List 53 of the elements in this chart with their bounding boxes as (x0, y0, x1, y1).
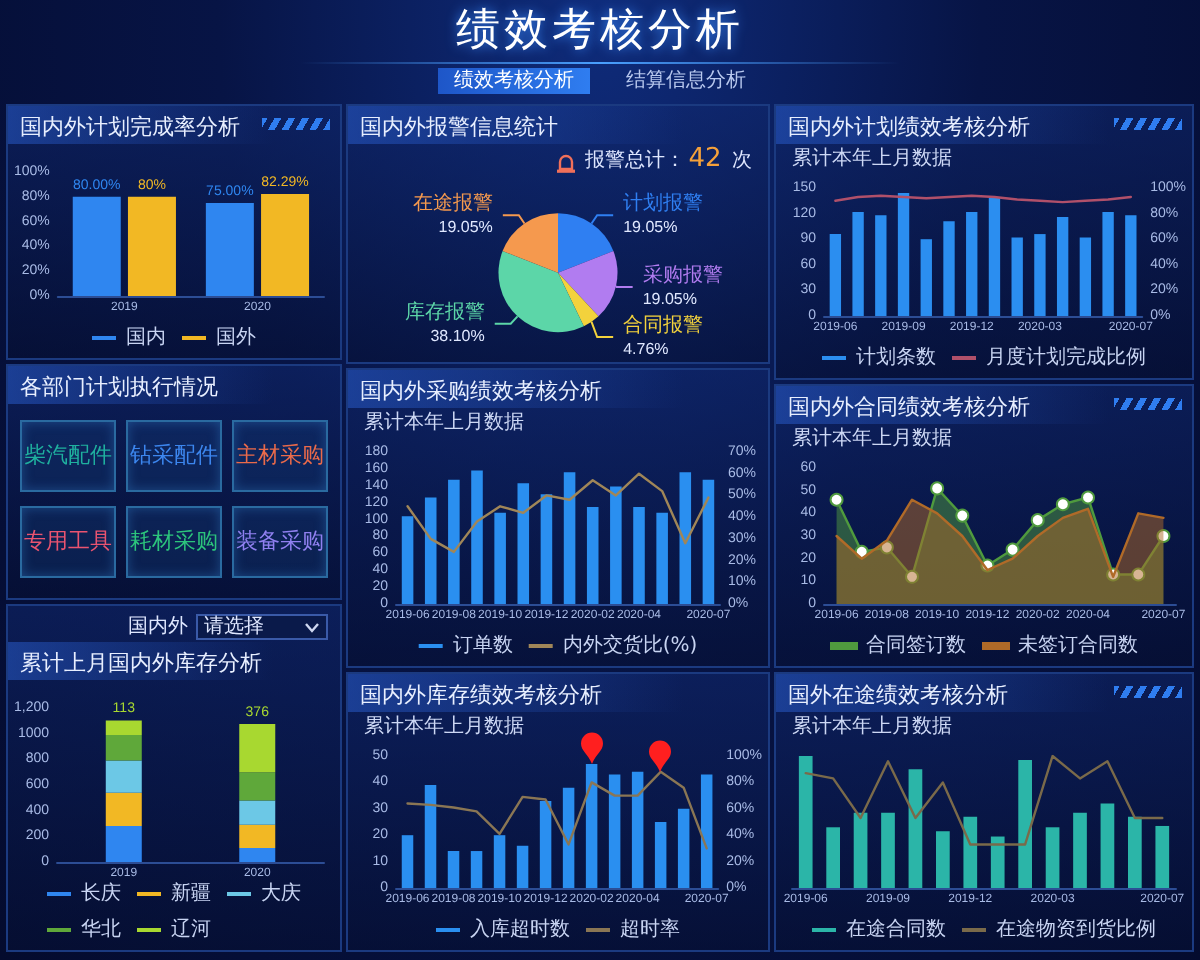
chart-title: 国内外采购绩效考核分析 (360, 377, 602, 405)
text: 主材采购 (236, 442, 324, 470)
chart-subtitle: 累计本年上月数据 (792, 427, 952, 451)
chart-title: 国内外合同绩效考核分析 (788, 393, 1030, 421)
text: 专用工具 (24, 528, 112, 556)
slice-label: 合同报警 (623, 313, 704, 337)
chart-subtitle: 累计本年上月数据 (364, 715, 524, 739)
dropdown-field: 请选择 (196, 614, 328, 640)
text: 报警总计：42 次 (584, 144, 752, 174)
legend-label: 在途物资到货比例 (996, 917, 1156, 941)
text: 国内外 (128, 615, 188, 639)
legend-label: 长庆 (81, 881, 121, 905)
chart-title: 国内外计划完成率分析 (20, 113, 240, 141)
chart-title: 累计上月国内外库存分析 (20, 649, 262, 677)
chart-title: 国内外计划绩效考核分析 (788, 113, 1030, 141)
legend-label: 未签订合同数 (1018, 633, 1138, 657)
data-label: 19.05% (642, 290, 697, 308)
legend-label: 国内 (126, 325, 166, 349)
legend-label: 辽河 (171, 917, 211, 941)
legend-label: 入库超时数 (470, 917, 570, 941)
legend-label: 合同签订数 (866, 633, 966, 657)
text: 各部门计划执行情况 (20, 373, 218, 401)
legend-label: 月度计划完成比例 (986, 345, 1146, 369)
data-label: 19.05% (623, 218, 678, 237)
legend-label: 订单数 (452, 633, 513, 657)
chart-title: 国内外库存绩效考核分析 (360, 681, 602, 709)
slice-label: 采购报警 (642, 263, 723, 287)
text: 钻采配件 (130, 442, 218, 470)
legend-label: 计划条数 (856, 345, 936, 369)
chart-subtitle: 累计本年上月数据 (792, 147, 952, 171)
legend-label: 国外 (216, 327, 256, 349)
text: 绩效考核分析 (438, 68, 590, 94)
text: 绩效考核分析 (456, 4, 744, 60)
legend-label: 内外交货比(%) (562, 633, 698, 657)
slice-label: 计划报警 (623, 191, 704, 216)
text: 装备采购 (236, 528, 324, 556)
legend-label: 在途合同数 (846, 917, 946, 941)
data-label: 4.76% (623, 340, 669, 358)
legend-label: 大庆 (261, 881, 301, 905)
data-label: 38.10% (430, 326, 485, 345)
legend-label: 新疆 (171, 881, 211, 905)
text: 耗材采购 (130, 528, 218, 556)
legend-label: 华北 (81, 917, 121, 941)
legend-label: 超时率 (620, 917, 680, 941)
chart-subtitle: 累计本年上月数据 (364, 411, 524, 435)
text: 结算信息分析 (624, 68, 748, 94)
data-label: 19.05% (438, 218, 493, 237)
text: 柴汽配件 (24, 442, 112, 470)
chart-title: 国内外报警信息统计 (360, 113, 558, 141)
slice-label: 在途报警 (412, 191, 493, 216)
chart-title: 国外在途绩效考核分析 (788, 681, 1008, 709)
chart-subtitle: 累计本年上月数据 (792, 715, 952, 739)
slice-label: 库存报警 (404, 299, 485, 324)
